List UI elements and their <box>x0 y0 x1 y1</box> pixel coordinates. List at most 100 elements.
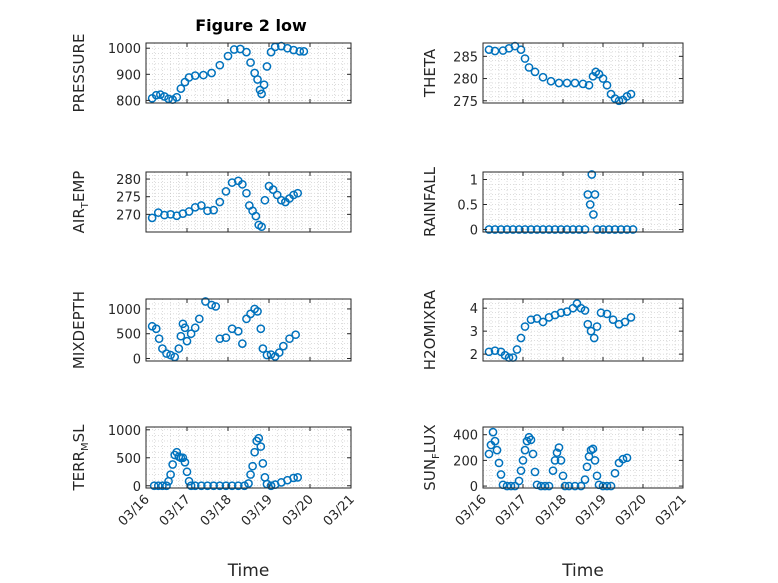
data-point <box>258 344 268 353</box>
data-point <box>174 344 184 353</box>
data-point <box>544 225 554 234</box>
data-point <box>580 475 590 485</box>
ytick-label: 200 <box>453 454 478 469</box>
data-point <box>589 210 598 219</box>
ytick-label: 500 <box>116 452 141 467</box>
ytick-label: 0.5 <box>457 199 478 214</box>
data-point <box>168 460 177 469</box>
data-point <box>598 225 608 234</box>
data-point <box>184 207 194 216</box>
data-point <box>186 329 196 339</box>
axes-box <box>482 426 684 489</box>
data-point <box>276 195 286 205</box>
data-point <box>550 456 560 465</box>
data-point <box>518 456 528 465</box>
ytick-label: 285 <box>453 50 478 65</box>
axes-background <box>483 43 683 103</box>
data-point <box>289 473 298 483</box>
data-point <box>199 70 208 80</box>
data-point <box>190 323 200 333</box>
data-point <box>556 308 566 318</box>
subplot-sun_flux: 0 200 400 03/16 03/17 03/18 03/19 03/20 03/21 SUN… <box>421 424 690 581</box>
data-point <box>162 481 171 491</box>
xlabel: Time <box>561 561 604 581</box>
subplot-theta: 275 280 285 THETA <box>421 41 684 110</box>
data-point <box>190 71 200 80</box>
data-point <box>626 313 636 322</box>
data-point <box>490 46 500 56</box>
ytick-label: 275 <box>116 191 141 206</box>
data-point <box>592 322 602 331</box>
xtick-label: 03/18 <box>198 492 235 529</box>
axes-box <box>145 42 352 104</box>
data-point <box>526 225 536 234</box>
xtick-label: 03/20 <box>280 492 317 529</box>
data-point <box>194 314 204 324</box>
data-point <box>156 90 165 100</box>
data-point <box>272 190 282 200</box>
data-point <box>151 90 161 100</box>
data-point <box>538 72 548 82</box>
data-point <box>628 225 638 234</box>
figure-title: Figure 2 low <box>195 16 307 35</box>
data-point <box>506 481 516 491</box>
ylabel: H2OMIXRA <box>421 289 439 370</box>
data-point <box>520 322 530 331</box>
axes-background <box>146 43 351 103</box>
data-point <box>279 341 288 351</box>
data-point <box>223 51 233 61</box>
data-point <box>526 315 536 325</box>
data-point <box>255 85 265 95</box>
data-point <box>209 205 218 215</box>
ytick-label: 900 <box>116 68 141 83</box>
data-point <box>285 334 294 344</box>
data-point <box>158 481 167 491</box>
data-point <box>586 326 596 336</box>
data-point <box>585 200 595 209</box>
data-point <box>197 481 206 491</box>
ytick-label: 1000 <box>108 42 141 57</box>
data-point <box>215 481 225 491</box>
ytick-label: 800 <box>116 94 141 109</box>
axes-background <box>483 299 683 361</box>
data-point <box>250 447 259 457</box>
data-point <box>502 481 512 491</box>
xtick-label: 03/19 <box>573 492 610 529</box>
data-point <box>488 427 498 437</box>
grid-lines <box>146 299 351 361</box>
data-point <box>602 309 612 319</box>
data-point <box>238 180 247 189</box>
data-point <box>154 334 164 344</box>
data-point <box>548 466 558 476</box>
ylabel: TERRMSL <box>70 424 91 492</box>
data-point <box>248 461 257 471</box>
data-point <box>544 481 554 491</box>
axes-box <box>145 298 352 362</box>
data-point <box>520 445 530 455</box>
subplot-h2omixra: 2 3 4 H2OMIXRA <box>421 289 684 370</box>
ytick-label: 1000 <box>108 303 141 318</box>
data-point <box>508 225 518 234</box>
data-point <box>242 47 251 57</box>
data-point <box>266 350 276 359</box>
data-point <box>536 481 546 491</box>
ytick-label: 2 <box>470 348 478 363</box>
ylabel: PRESSURE <box>70 34 88 113</box>
data-point <box>233 481 243 491</box>
data-point <box>610 225 620 234</box>
data-point <box>291 330 300 340</box>
ylabel: RAINFALL <box>421 166 439 237</box>
data-point <box>289 45 298 55</box>
ytick-label: 275 <box>453 95 478 110</box>
data-point <box>242 188 251 198</box>
data-point <box>604 225 614 234</box>
data-point <box>516 333 526 343</box>
xtick-label: 03/17 <box>157 492 194 529</box>
data-point <box>564 481 574 491</box>
axes-background <box>146 299 351 361</box>
data-point <box>552 448 562 458</box>
data-point <box>592 225 602 234</box>
data-point <box>190 481 200 491</box>
data-point <box>256 324 266 334</box>
axes-box <box>145 171 352 233</box>
